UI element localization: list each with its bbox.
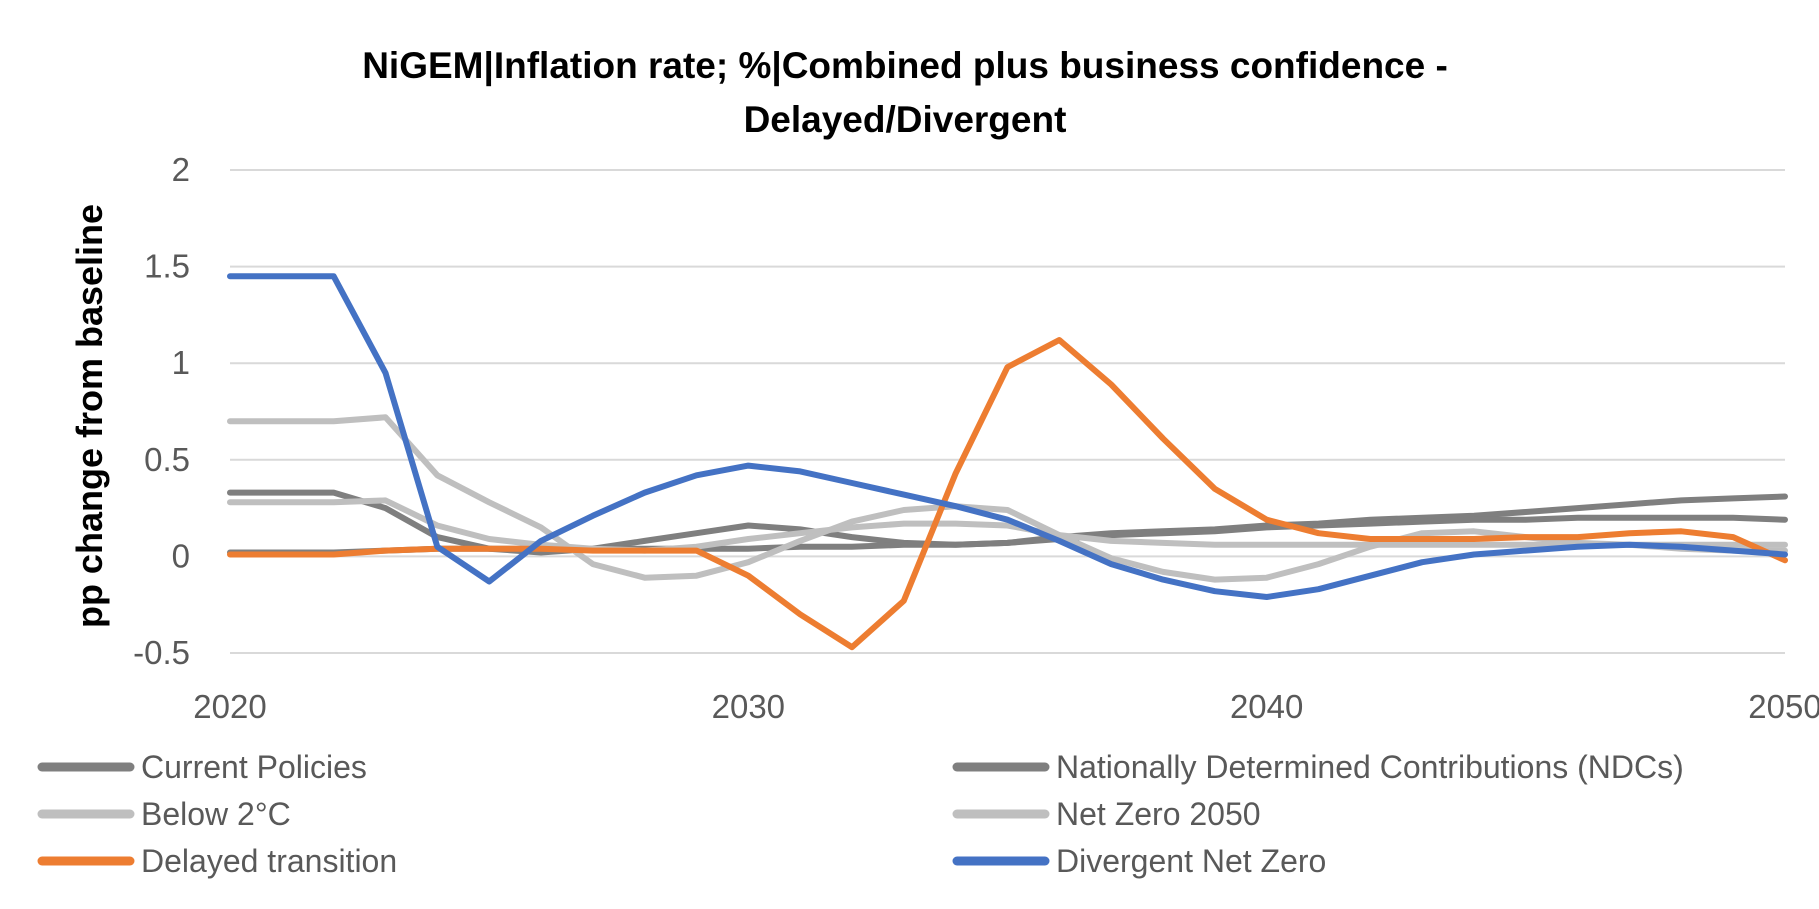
- grid-lines: [230, 169, 1785, 654]
- chart-title-line-2: Delayed/Divergent: [744, 99, 1067, 140]
- x-tick-label: 2050: [1748, 688, 1819, 725]
- y-tick-label: 1.5: [144, 248, 190, 285]
- chart-title-line-1: NiGEM|Inflation rate; %|Combined plus bu…: [362, 45, 1448, 87]
- x-tick-label: 2030: [712, 688, 785, 725]
- y-tick-label: 1: [172, 344, 190, 381]
- series-line-2: [227, 497, 1788, 554]
- series-line-3: [227, 414, 1788, 583]
- y-tick-label: 0.5: [144, 441, 190, 478]
- y-tick-label: 2: [172, 151, 190, 188]
- x-tick-label: 2040: [1230, 688, 1303, 725]
- legend-label: Current Policies: [141, 749, 367, 785]
- y-tick-labels: -0.5 0 0.5 1 1.5 2: [133, 151, 190, 671]
- series-lines: [227, 273, 1788, 651]
- legend-label: Below 2°C: [141, 796, 291, 832]
- legend-label: Delayed transition: [141, 843, 397, 879]
- y-tick-label: 0: [172, 537, 190, 574]
- legend-label: Net Zero 2050: [1056, 796, 1261, 832]
- series-line-4: [227, 337, 1788, 651]
- series-line-5: [227, 273, 1788, 600]
- legend-label: Nationally Determined Contributions (NDC…: [1056, 749, 1684, 785]
- y-tick-label: -0.5: [133, 634, 190, 671]
- legend-label: Divergent Net Zero: [1056, 843, 1326, 879]
- x-tick-label: 2020: [193, 688, 266, 725]
- y-axis-label: pp change from baseline: [69, 204, 110, 628]
- legend: Current Policies Nationally Determined Co…: [37, 749, 1684, 879]
- x-tick-labels: 2020 2030 2040 2050: [193, 688, 1819, 725]
